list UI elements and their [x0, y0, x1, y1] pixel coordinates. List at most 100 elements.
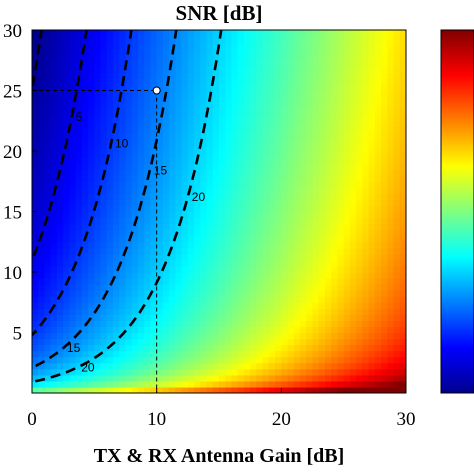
- heatmap-cell: [100, 253, 108, 261]
- heatmap-cell: [349, 120, 357, 128]
- heatmap-cell: [131, 138, 139, 146]
- heatmap-cell: [306, 247, 314, 255]
- heatmap-cell: [349, 205, 357, 213]
- heatmap-cell: [113, 368, 120, 376]
- heatmap-cell: [63, 247, 70, 255]
- heatmap-cell: [88, 126, 95, 134]
- heatmap-cell: [337, 78, 345, 86]
- heatmap-cell: [374, 338, 382, 346]
- heatmap-cell: [125, 344, 133, 352]
- heatmap-cell: [113, 144, 120, 152]
- heatmap-cell: [231, 48, 239, 55]
- heatmap-cell: [399, 205, 406, 213]
- heatmap-cell: [300, 338, 307, 346]
- heatmap-cell: [312, 235, 320, 243]
- heatmap-cell: [293, 48, 301, 55]
- heatmap-cell: [50, 126, 58, 134]
- heatmap-cell: [194, 356, 201, 364]
- heatmap-cell: [237, 114, 245, 122]
- heatmap-cell: [156, 235, 164, 243]
- heatmap-cell: [237, 296, 245, 303]
- heatmap-cell: [144, 356, 152, 364]
- heatmap-cell: [318, 235, 326, 243]
- heatmap-cell: [243, 169, 251, 176]
- heatmap-cell: [287, 102, 295, 110]
- heatmap-cell: [287, 338, 295, 346]
- heatmap-cell: [156, 36, 164, 43]
- heatmap-cell: [38, 338, 46, 346]
- heatmap-cell: [262, 296, 270, 303]
- heatmap-cell: [32, 36, 39, 43]
- heatmap-cell: [337, 36, 345, 43]
- heatmap-cell: [144, 108, 152, 116]
- heatmap-cell: [331, 114, 339, 122]
- heatmap-cell: [100, 259, 108, 267]
- heatmap-cell: [356, 48, 363, 55]
- heatmap-cell: [187, 338, 195, 346]
- heatmap-cell: [262, 386, 270, 393]
- heatmap-cell: [237, 187, 245, 194]
- heatmap-cell: [113, 60, 120, 67]
- heatmap-cell: [94, 290, 102, 297]
- heatmap-cell: [262, 132, 270, 140]
- heatmap-cell: [156, 320, 164, 328]
- heatmap-cell: [362, 84, 370, 92]
- heatmap-cell: [187, 126, 195, 134]
- heatmap-cell: [44, 272, 52, 279]
- heatmap-cell: [368, 120, 376, 128]
- heatmap-cell: [187, 54, 195, 61]
- heatmap-cell: [181, 78, 189, 86]
- heatmap-cell: [69, 84, 77, 92]
- heatmap-cell: [262, 350, 270, 358]
- heatmap-cell: [306, 157, 314, 164]
- heatmap-cell: [399, 296, 406, 303]
- heatmap-cell: [94, 132, 102, 140]
- heatmap-cell: [300, 205, 307, 213]
- heatmap-cell: [75, 48, 83, 55]
- heatmap-cell: [181, 54, 189, 61]
- heatmap-cell: [219, 78, 226, 86]
- heatmap-cell: [225, 102, 233, 110]
- heatmap-cell: [113, 344, 120, 352]
- heatmap-cell: [200, 36, 208, 43]
- heatmap-cell: [56, 72, 64, 79]
- heatmap-cell: [343, 380, 351, 388]
- heatmap-cell: [32, 54, 39, 61]
- heatmap-cell: [331, 36, 339, 43]
- heatmap-cell: [381, 187, 388, 194]
- heatmap-cell: [94, 54, 102, 61]
- heatmap-cell: [225, 265, 233, 273]
- heatmap-cell: [131, 78, 139, 86]
- heatmap-cell: [100, 265, 108, 273]
- heatmap-cell: [212, 132, 220, 140]
- heatmap-cell: [387, 36, 395, 43]
- heatmap-cell: [312, 223, 320, 231]
- heatmap-cell: [162, 72, 170, 79]
- heatmap-cell: [175, 102, 183, 110]
- heatmap-cell: [343, 36, 351, 43]
- heatmap-cell: [88, 169, 95, 176]
- heatmap-cell: [69, 78, 77, 86]
- heatmap-cell: [88, 138, 95, 146]
- heatmap-cell: [200, 253, 208, 261]
- heatmap-cell: [94, 386, 102, 393]
- heatmap-cell: [337, 223, 345, 231]
- heatmap-cell: [144, 138, 152, 146]
- heatmap-cell: [181, 386, 189, 393]
- heatmap-cell: [119, 175, 127, 182]
- heatmap-cell: [381, 54, 388, 61]
- heatmap-cell: [268, 308, 276, 315]
- heatmap-cell: [268, 350, 276, 358]
- heatmap-cell: [225, 229, 233, 237]
- heatmap-cell: [306, 350, 314, 358]
- heatmap-cell: [306, 290, 314, 297]
- heatmap-cell: [318, 380, 326, 388]
- heatmap-cell: [243, 60, 251, 67]
- heatmap-cell: [318, 132, 326, 140]
- heatmap-cell: [94, 151, 102, 158]
- heatmap-cell: [387, 30, 395, 37]
- heatmap-cell: [387, 175, 395, 182]
- heatmap-cell: [125, 223, 133, 231]
- heatmap-cell: [212, 344, 220, 352]
- heatmap-cell: [275, 278, 282, 285]
